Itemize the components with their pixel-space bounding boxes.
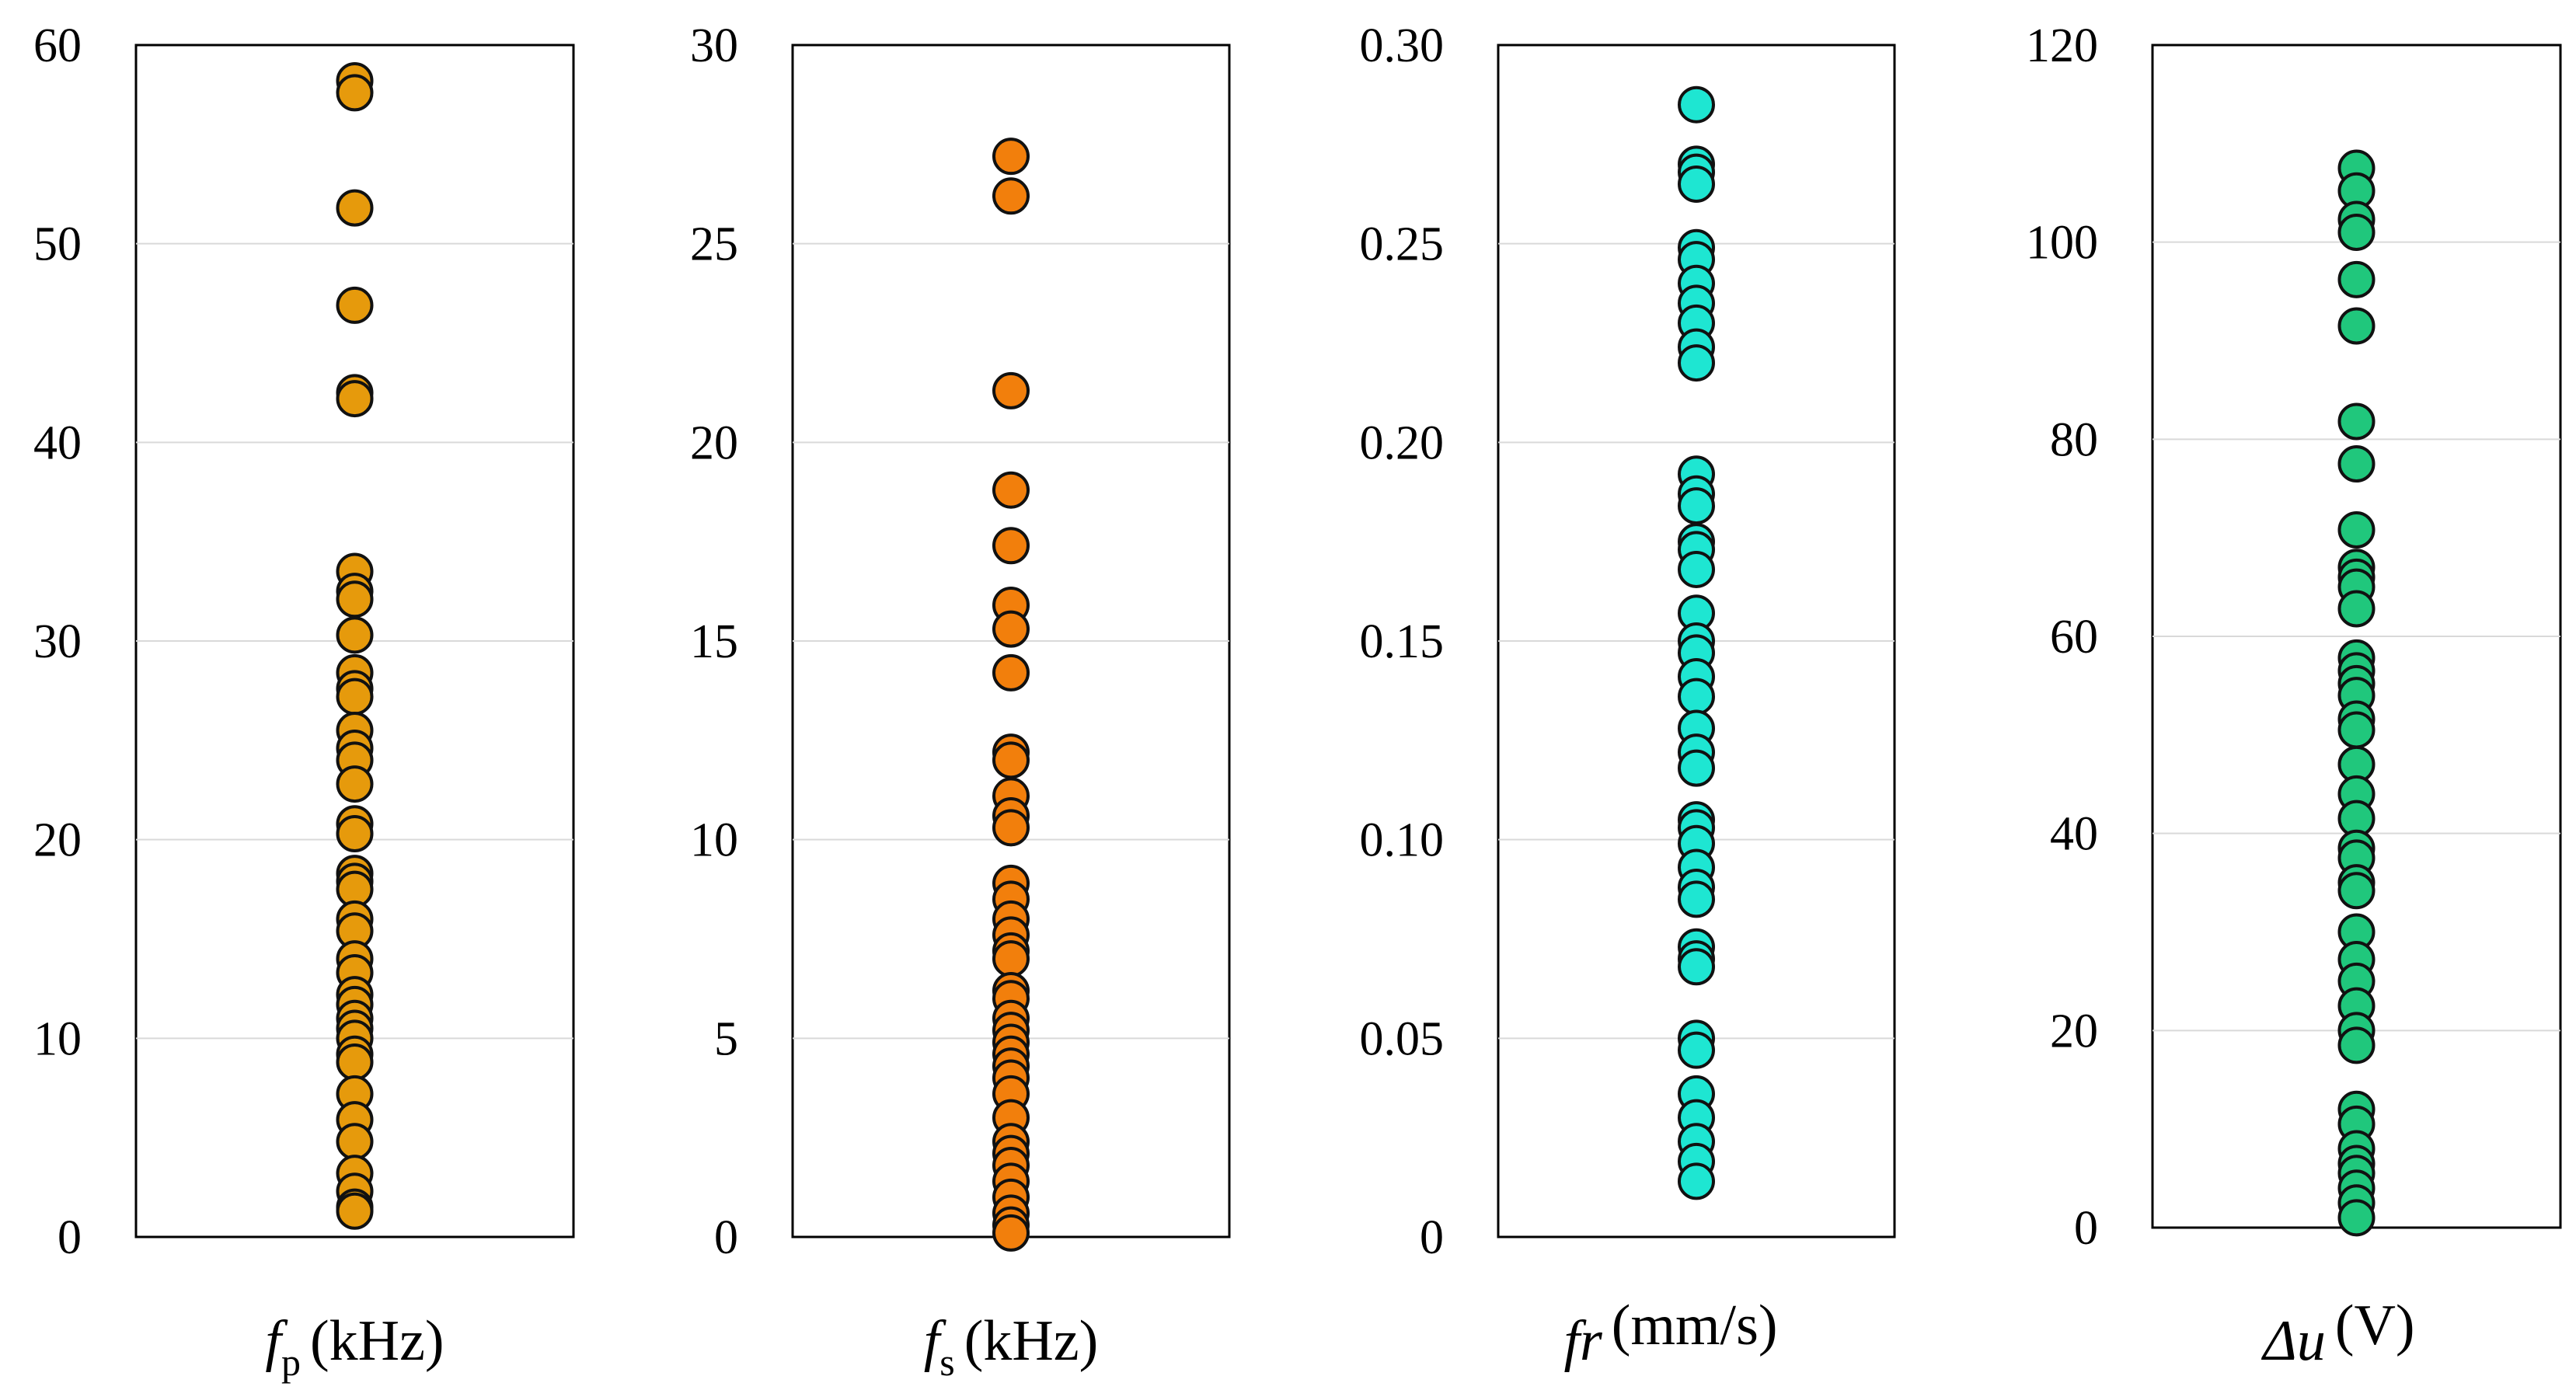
data-point (992, 527, 1030, 565)
data-point (336, 1043, 374, 1082)
y-tick-label: 0 (58, 1211, 82, 1264)
data-point (992, 741, 1030, 779)
y-tick-label: 5 (714, 1012, 738, 1065)
data-point (336, 678, 374, 716)
axis-symbol: Δu (2261, 1309, 2325, 1373)
y-tick-label: 30 (33, 615, 82, 668)
y-tick-label: 10 (690, 814, 738, 867)
data-point (2337, 1199, 2376, 1237)
data-point (1678, 678, 1715, 716)
y-tick-label: 20 (2050, 1005, 2098, 1057)
data-point (336, 814, 374, 852)
y-tick-label: 40 (33, 416, 82, 469)
data-point (992, 653, 1030, 692)
y-tick-label: 0.10 (1360, 814, 1445, 867)
data-point (2337, 872, 2376, 910)
data-point (2337, 260, 2376, 298)
data-point (336, 1123, 374, 1161)
data-point (2337, 1026, 2376, 1064)
y-tick-label: 20 (690, 416, 738, 469)
axis-unit: (V) (2335, 1294, 2415, 1357)
y-tick-label: 0.20 (1360, 416, 1445, 469)
y-tick-label: 100 (2026, 217, 2098, 270)
panel-fp: 0 10 20 30 40 50 60 fp (kHz) (33, 19, 575, 1384)
panel-du: 0 20 40 60 80 100 120 Δu (V) (2026, 19, 2562, 1373)
y-tick-label: 60 (33, 19, 82, 72)
axis-unit: (kHz) (964, 1309, 1099, 1373)
data-point (992, 371, 1030, 409)
data-points (1678, 85, 1715, 1200)
y-tick-labels: 0 0.05 0.10 0.15 0.20 0.25 0.30 (1360, 19, 1445, 1264)
data-point (992, 177, 1030, 215)
data-point (992, 610, 1030, 648)
y-tick-label: 60 (2050, 611, 2098, 664)
data-point (1678, 165, 1715, 203)
x-axis-title: Δu (V) (2261, 1294, 2414, 1373)
y-tick-label: 0 (714, 1211, 738, 1264)
data-point (1678, 1031, 1715, 1069)
axis-unit: (kHz) (310, 1309, 444, 1373)
data-point (336, 286, 374, 324)
data-point (1678, 85, 1715, 124)
y-tick-label: 0 (2074, 1202, 2098, 1255)
y-tick-labels: 0 10 20 30 40 50 60 (33, 19, 82, 1264)
data-point (2337, 711, 2376, 749)
data-point (2337, 590, 2376, 628)
x-axis-title: fr (mm/s) (1563, 1294, 1777, 1373)
data-point (992, 138, 1030, 176)
y-tick-label: 0 (1420, 1211, 1444, 1264)
data-point (336, 1192, 374, 1230)
data-point (992, 809, 1030, 847)
y-tick-label: 40 (2050, 808, 2098, 861)
x-axis-title: fp (kHz) (265, 1309, 444, 1384)
data-point (336, 189, 374, 227)
y-tick-label: 0.05 (1360, 1012, 1445, 1065)
y-tick-label: 30 (690, 19, 738, 72)
data-points (992, 138, 1030, 1252)
y-tick-label: 0.30 (1360, 19, 1445, 72)
y-tick-labels: 0 5 10 15 20 25 30 (690, 19, 738, 1264)
axis-subscript: p (281, 1340, 301, 1384)
y-tick-labels: 0 20 40 60 80 100 120 (2026, 19, 2098, 1255)
y-tick-label: 120 (2026, 19, 2098, 72)
y-tick-label: 80 (2050, 413, 2098, 466)
axis-subscript: s (939, 1340, 954, 1384)
data-point (336, 74, 374, 112)
x-axis-title: fs (kHz) (924, 1309, 1099, 1384)
y-tick-label: 25 (690, 218, 738, 271)
data-point (1678, 1162, 1715, 1200)
axis-symbol: fr (1563, 1309, 1603, 1373)
data-point (1678, 487, 1715, 525)
data-point (992, 471, 1030, 509)
data-points (2337, 149, 2376, 1237)
panel-fs: 0 5 10 15 20 25 30 fs (kHz) (690, 19, 1231, 1384)
data-point (336, 616, 374, 654)
y-tick-label: 20 (33, 814, 82, 867)
data-point (2337, 307, 2376, 345)
data-point (1678, 948, 1715, 986)
y-tick-label: 0.15 (1360, 615, 1445, 668)
data-points (336, 62, 374, 1230)
data-point (2337, 511, 2376, 549)
data-point (1678, 749, 1715, 787)
data-point (1678, 880, 1715, 918)
data-point (336, 380, 374, 418)
y-tick-label: 15 (690, 615, 738, 668)
data-point (1678, 550, 1715, 588)
data-point (336, 580, 374, 618)
panel-fr: 0 0.05 0.10 0.15 0.20 0.25 0.30 fr (mm/s) (1360, 19, 1896, 1373)
axis-unit: (mm/s) (1612, 1294, 1778, 1357)
data-point (336, 765, 374, 803)
data-point (992, 1214, 1030, 1252)
y-tick-label: 0.25 (1360, 218, 1445, 271)
y-tick-label: 10 (33, 1012, 82, 1065)
data-point (2337, 445, 2376, 483)
data-point (2337, 213, 2376, 251)
data-point (992, 940, 1030, 978)
data-point (2337, 402, 2376, 441)
data-point (1678, 344, 1715, 382)
y-tick-label: 50 (33, 218, 82, 271)
